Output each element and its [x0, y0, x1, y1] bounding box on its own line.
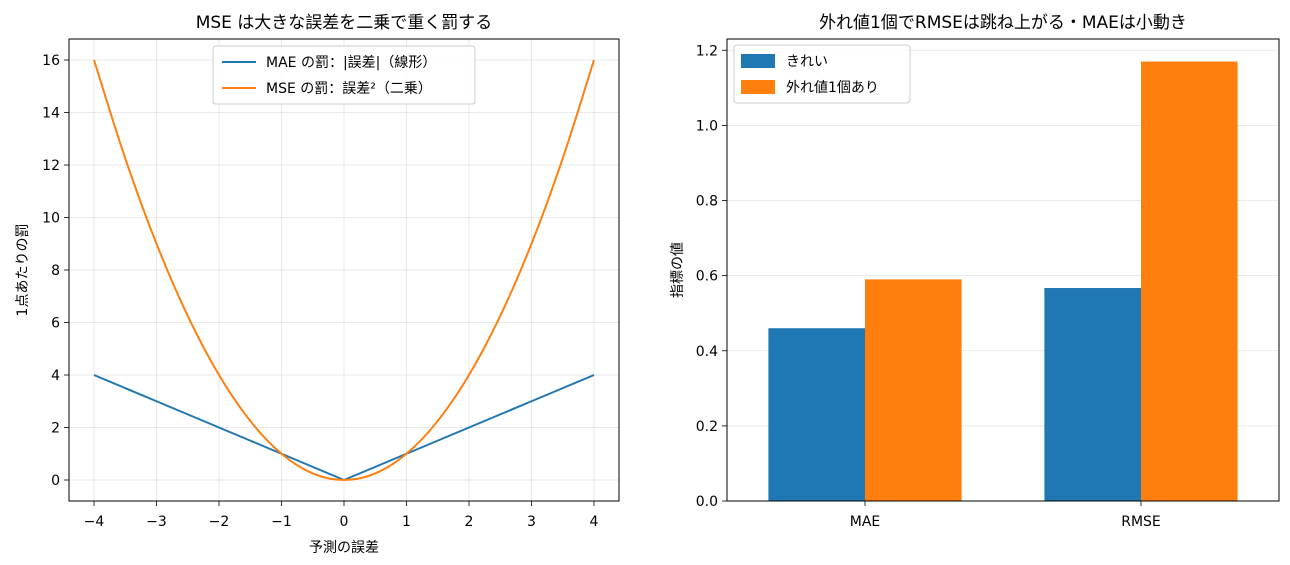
left-y-tick-label: 16 [42, 53, 60, 69]
right-y-tick-label: 0.4 [696, 344, 718, 360]
left-chart-y-axis-label: 1点あたりの罰 [15, 224, 31, 317]
right-legend-swatch-clean [741, 54, 775, 68]
left-y-tick-label: 12 [42, 158, 60, 174]
metric-bar-chart: 外れ値1個でRMSEは跳ね上がる・MAEは小動き MAE RMSE 0.00.20… [670, 13, 1280, 530]
left-chart-title: MSE は大きな誤差を二乗で重く罰する [196, 13, 493, 33]
left-x-tick-label: −2 [209, 514, 230, 530]
left-legend-label-mae: MAE の罰：|誤差|（線形） [266, 55, 436, 71]
right-legend-label-outlier: 外れ値1個あり [786, 80, 879, 96]
left-y-tick-label: 2 [51, 421, 60, 437]
left-legend-label-mse: MSE の罰：誤差²（二乗） [266, 81, 432, 97]
right-chart-axes [726, 38, 1280, 502]
right-y-tick-label: 0.0 [696, 494, 718, 510]
right-y-tick-label: 0.2 [696, 419, 718, 435]
left-x-tick-label: −1 [271, 514, 292, 530]
left-chart-legend-box [212, 45, 476, 105]
right-chart-y-ticks: 0.0 0.2 0.4 0.6 0.8 1.0 1.2 [696, 43, 727, 510]
left-chart-series [93, 59, 595, 481]
left-y-tick-label: 14 [42, 106, 60, 122]
right-chart-title: 外れ値1個でRMSEは跳ね上がる・MAEは小動き [819, 13, 1187, 33]
penalty-line-chart: MSE は大きな誤差を二乗で重く罰する −4 −3 −2 −1 0 1 2 3 4 024681… [15, 13, 620, 556]
right-chart-legend: きれい 外れ値1個あり [733, 44, 911, 104]
right-x-tick-label: MAE [850, 514, 881, 530]
left-x-tick-label: 0 [340, 514, 349, 530]
left-x-tick-label: −4 [84, 514, 105, 530]
left-chart-legend: MAE の罰：|誤差|（線形） MSE の罰：誤差²（二乗） [212, 45, 476, 105]
right-chart-bars [768, 61, 1238, 501]
left-y-tick-label: 8 [51, 263, 60, 279]
right-y-tick-label: 1.2 [696, 43, 718, 59]
left-chart-x-axis-label: 予測の誤差 [309, 540, 379, 556]
right-y-tick-label: 0.8 [696, 194, 718, 210]
left-y-tick-label: 6 [51, 316, 60, 332]
right-legend-swatch-outlier [741, 80, 775, 94]
left-x-tick-label: 1 [402, 514, 411, 530]
left-chart-x-ticks: −4 −3 −2 −1 0 1 2 3 4 [84, 501, 599, 530]
left-x-tick-label: 4 [590, 514, 599, 530]
right-y-tick-label: 1.0 [696, 118, 718, 134]
clean-bar-mae [768, 328, 865, 501]
right-chart-y-axis-label: 指標の値 [670, 242, 686, 298]
right-y-tick-label: 0.6 [696, 269, 718, 285]
outlier-bar-rmse [1141, 61, 1238, 501]
right-x-tick-label: RMSE [1121, 514, 1161, 530]
left-y-tick-label: 4 [51, 368, 60, 384]
clean-bar-rmse [1044, 288, 1141, 501]
left-x-tick-label: 3 [527, 514, 536, 530]
left-chart-y-ticks: 0 2 4 6 8 10 12 14 16 [42, 53, 69, 489]
left-x-tick-label: −3 [146, 514, 167, 530]
right-chart-legend-box [733, 44, 911, 104]
right-chart-x-ticks: MAE RMSE [850, 501, 1161, 530]
left-y-tick-label: 10 [42, 211, 60, 227]
left-y-tick-label: 0 [51, 473, 60, 489]
outlier-bar-mae [865, 279, 962, 501]
left-chart-grid [69, 39, 619, 501]
mse-penalty-line [93, 59, 595, 481]
left-x-tick-label: 2 [465, 514, 474, 530]
right-legend-label-clean: きれい [786, 54, 828, 70]
